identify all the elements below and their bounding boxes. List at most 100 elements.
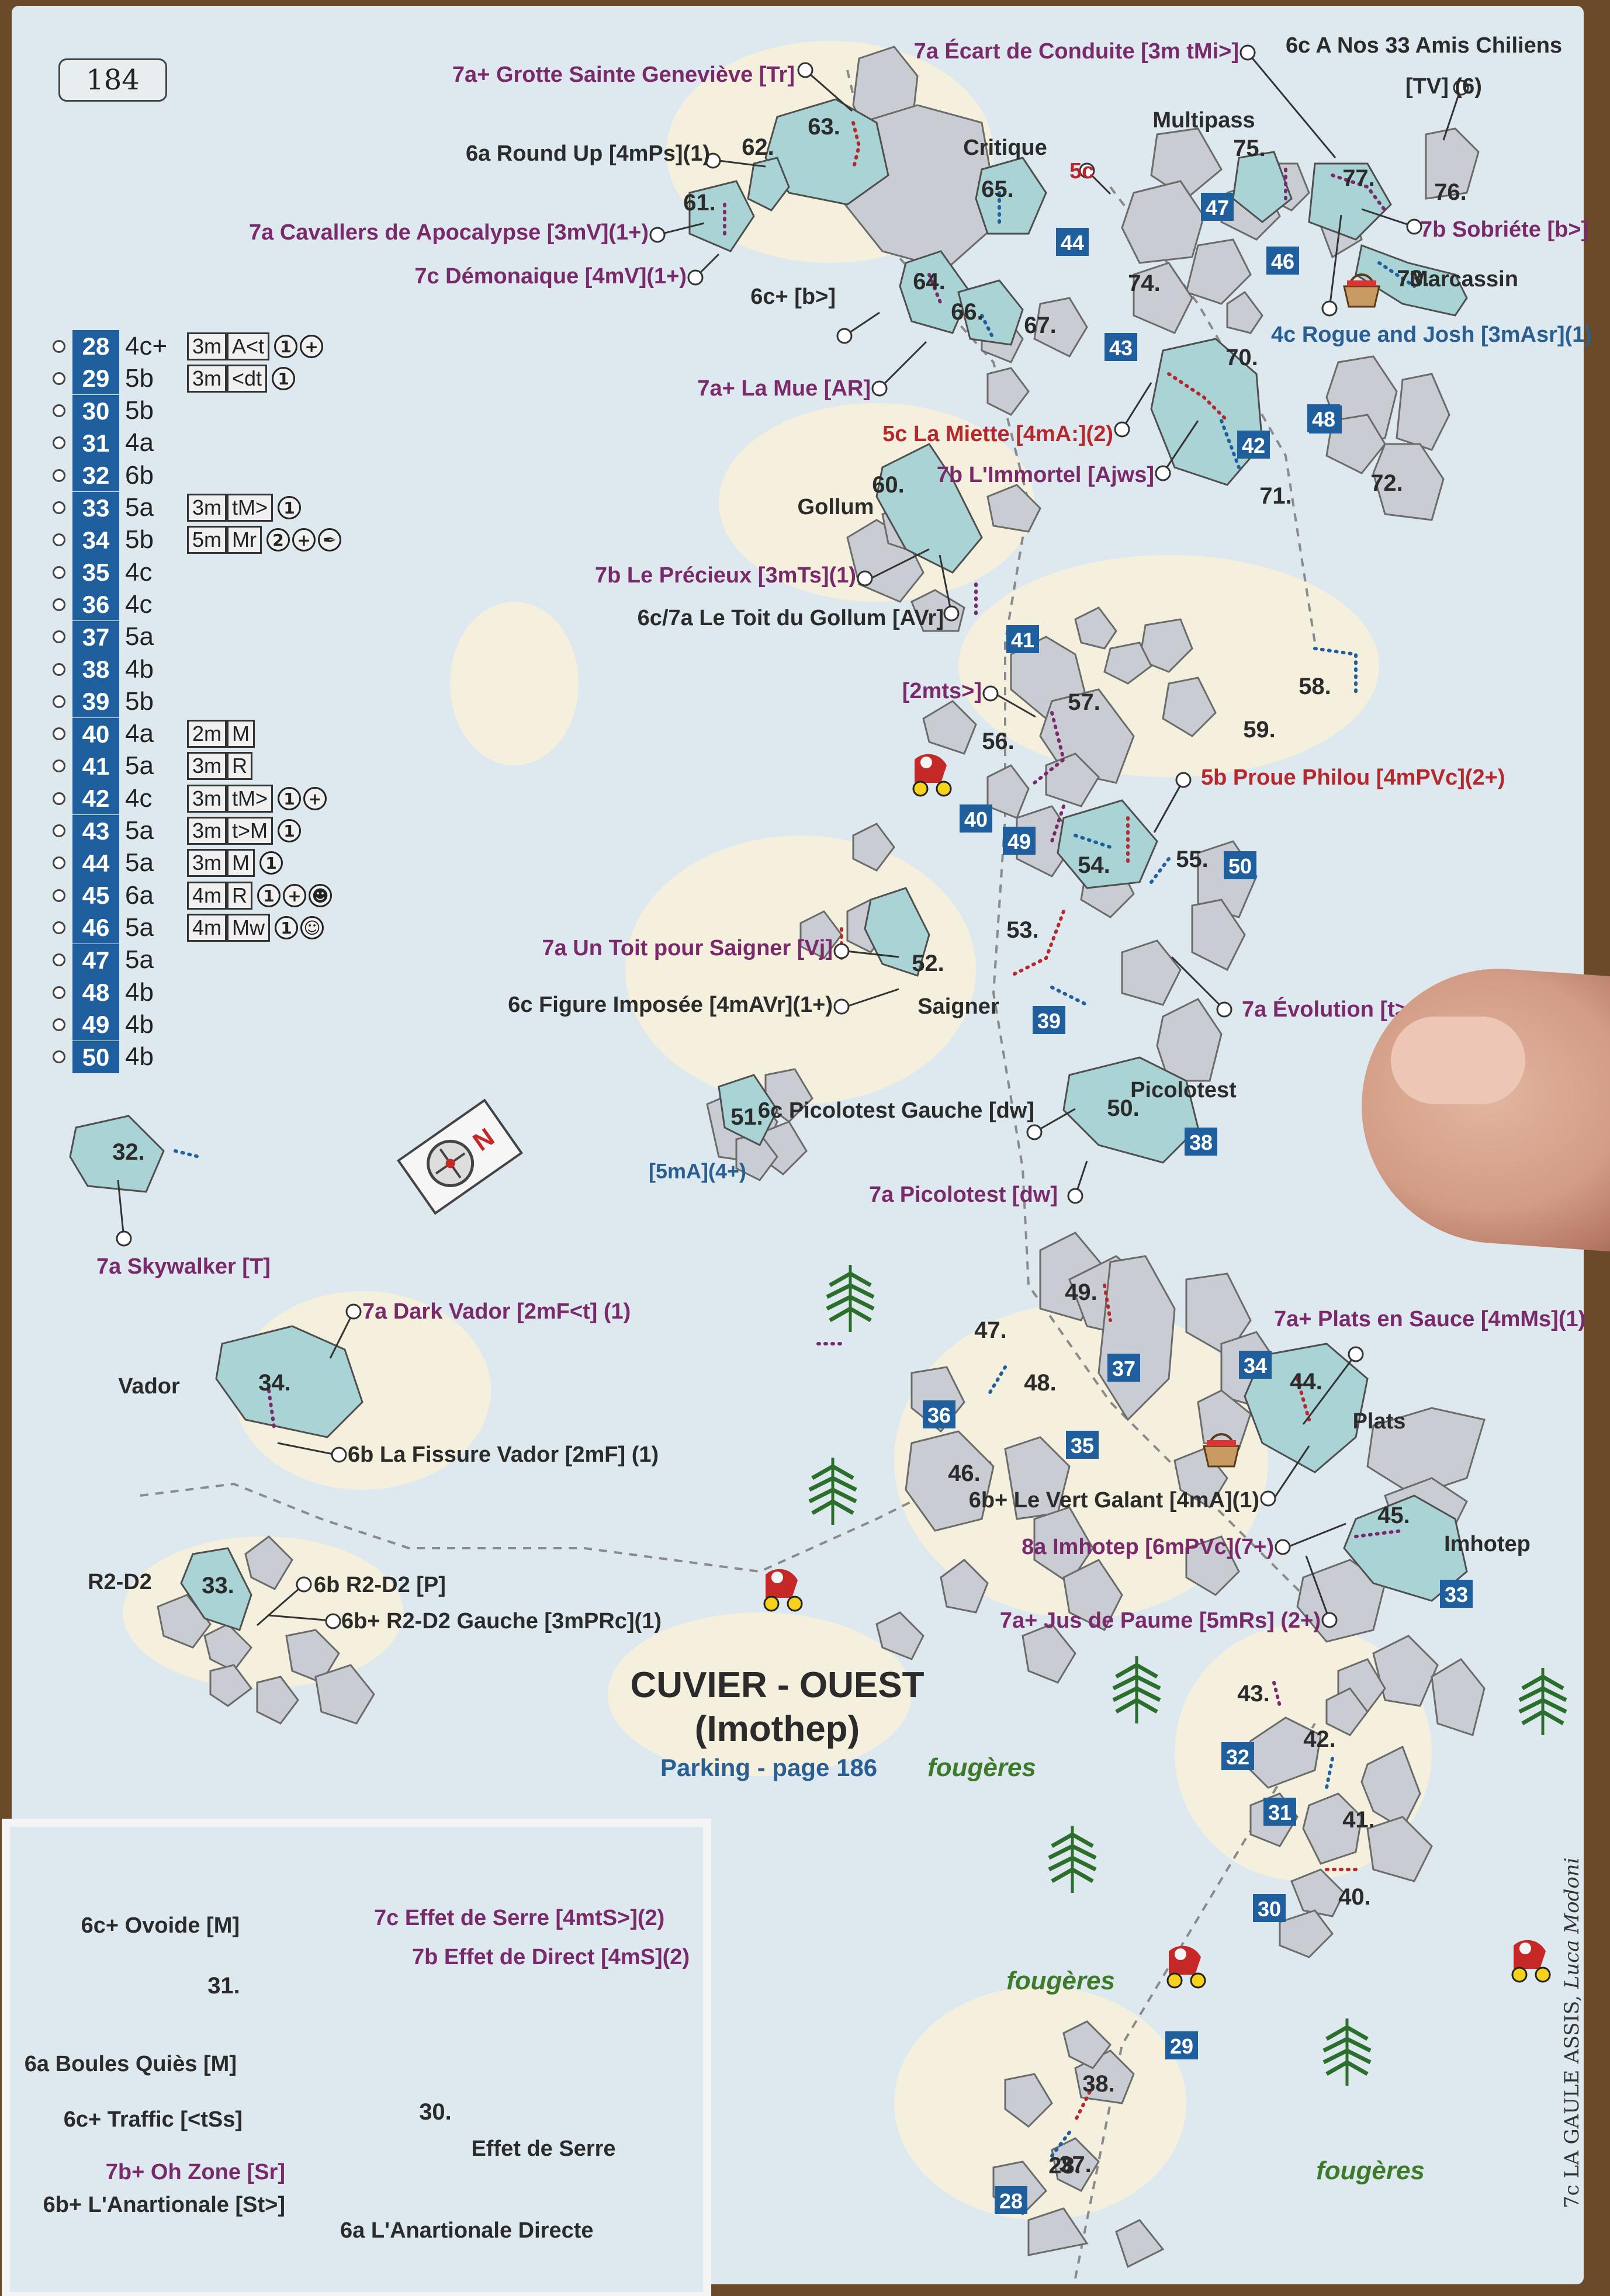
legend-rating-icon: + — [303, 786, 327, 810]
legend-problem-number: 29 — [72, 362, 119, 395]
checkbox-circle-icon[interactable] — [53, 1018, 65, 1031]
checkbox-circle-icon[interactable] — [53, 953, 65, 967]
route-label: 7c Effet de Serre [4mtS>](2) — [374, 1906, 664, 1930]
boulder-number: 73. — [1397, 266, 1429, 292]
checkbox-circle-icon[interactable] — [53, 339, 65, 353]
boulder-number: 76. — [1434, 179, 1467, 205]
legend-grade: 4b — [125, 1010, 154, 1039]
route-label: 5c La Miette [4mA:](2) — [882, 422, 1113, 446]
boulder-number: 75. — [1233, 136, 1266, 161]
route-label: 7b L'Immortel [Ajws] — [937, 463, 1154, 487]
area-name: Effet de Serre — [471, 2137, 615, 2161]
inset-box — [2, 1819, 711, 2296]
picnic-basket-icon — [1343, 273, 1380, 308]
route-label: 6a Boules Quiès [M] — [25, 2052, 237, 2076]
checkbox-circle-icon[interactable] — [53, 921, 65, 934]
boulder-number: 48. — [1024, 1370, 1057, 1396]
checkbox-circle-icon[interactable] — [53, 630, 65, 644]
problem-marker — [923, 1400, 955, 1428]
problem-marker — [1003, 827, 1036, 855]
boulder-number: 34. — [258, 1370, 291, 1396]
boulder-number: 71. — [1259, 483, 1292, 509]
problem-marker-number: 38 — [1189, 1130, 1213, 1154]
legend-rating-icon: ✒ — [318, 528, 341, 552]
thumbnail-nail — [1391, 1017, 1525, 1104]
problem-marker — [1201, 193, 1234, 221]
checkbox-circle-icon[interactable] — [53, 824, 65, 837]
legend-row: 35 4c — [53, 556, 183, 589]
checkbox-circle-icon[interactable] — [53, 372, 65, 385]
checkbox-circle-icon[interactable] — [53, 889, 65, 902]
legend-row: 39 5b — [53, 685, 183, 718]
checkbox-circle-icon[interactable] — [53, 792, 65, 805]
checkbox-circle-icon[interactable] — [53, 856, 65, 870]
checkbox-circle-icon[interactable] — [53, 598, 65, 611]
boulder-number: 59. — [1243, 717, 1276, 743]
fern-area-label: fougères — [927, 1753, 1036, 1782]
legend-rating-icon: + — [300, 334, 324, 358]
checkbox-circle-icon[interactable] — [53, 663, 65, 676]
fern-icon — [826, 1265, 875, 1332]
boulder-number: 46. — [948, 1461, 981, 1486]
legend-problem-number: 44 — [72, 847, 119, 879]
checkbox-circle-icon[interactable] — [53, 533, 65, 547]
legend-row: 30 5b — [53, 394, 183, 427]
legend-row: 33 5a 3m tM> 1 — [53, 491, 302, 524]
legend-grade: 5a — [125, 848, 154, 878]
problem-marker-number: 36 — [927, 1403, 951, 1427]
problem-marker-number: 31 — [1268, 1801, 1292, 1825]
checkbox-circle-icon[interactable] — [53, 469, 65, 482]
problem-marker-number: 34 — [1244, 1354, 1267, 1378]
route-label: 6a L'Anartionale Directe — [340, 2218, 594, 2243]
legend-grade: 5a — [125, 751, 154, 781]
route-label: 8a Imhotep [6mPVc](7+) — [1022, 1535, 1274, 1559]
legend-row: 41 5a 3m R — [53, 750, 253, 782]
problem-marker-number: 49 — [1007, 830, 1031, 854]
legend-code: <dt — [227, 364, 268, 393]
checkbox-circle-icon[interactable] — [53, 436, 65, 450]
problem-marker-number: 46 — [1271, 249, 1294, 273]
boulder-number: 49. — [1065, 1279, 1097, 1305]
route-label: 6b La Fissure Vador [2mF] (1) — [348, 1442, 659, 1467]
boulder-number: 57. — [1068, 689, 1100, 715]
checkbox-circle-icon[interactable] — [53, 566, 65, 579]
route-label: 6b+ R2-D2 Gauche [3mPRc](1) — [341, 1609, 662, 1633]
boulder-number: 52. — [912, 951, 944, 976]
legend-code: 3m — [187, 364, 227, 393]
legend-rating-icon: 1 — [278, 496, 302, 519]
legend-rating-icon: 1 — [259, 851, 283, 875]
checkbox-circle-icon[interactable] — [53, 1050, 65, 1064]
map-subtitle: (Imothep) — [695, 1709, 860, 1749]
checkbox-circle-icon[interactable] — [53, 501, 65, 514]
route-label: [2mts>] — [902, 679, 982, 703]
route-label: 7a Écart de Conduite [3m tMi>] — [914, 38, 1239, 64]
parking-page[interactable]: page 186 — [772, 1754, 877, 1781]
parking-note: Parking - page 186 — [660, 1754, 877, 1781]
boulder-number: 28. — [1048, 2153, 1081, 2179]
legend-problem-number: 45 — [72, 879, 119, 912]
route-label: 4c Rogue and Josh [3mAsr](1) — [1271, 322, 1592, 347]
legend-row: 46 5a 4m Mw 1 ☺ — [53, 911, 324, 944]
checkbox-circle-icon[interactable] — [53, 695, 65, 708]
checkbox-circle-icon[interactable] — [53, 759, 65, 773]
legend-row: 45 6a 4m R 1 + ☻ — [53, 879, 333, 912]
checkbox-circle-icon[interactable] — [53, 404, 65, 418]
area-name: Saigner — [917, 994, 999, 1019]
problem-marker — [1006, 625, 1039, 653]
checkbox-circle-icon[interactable] — [53, 986, 65, 999]
legend-problem-number: 48 — [72, 976, 119, 1008]
boulder-number: 77. — [1342, 165, 1375, 191]
legend-rating-icon: 1 — [278, 819, 302, 842]
legend-code: 4m — [187, 881, 227, 910]
legend-code: M — [227, 849, 255, 878]
boulder-number: 64. — [913, 269, 946, 294]
legend-row: 29 5b 3m <dt 1 — [53, 362, 296, 395]
checkbox-circle-icon[interactable] — [53, 727, 65, 741]
legend-row: 48 4b — [53, 976, 183, 1008]
legend-grade: 4b — [125, 977, 154, 1007]
legend-grade: 5a — [125, 816, 154, 845]
legend-row: 31 4a — [53, 426, 183, 459]
route-label: [5mA](4+) — [649, 1159, 746, 1183]
legend-code: 5m — [187, 526, 227, 554]
legend-row: 32 6b — [53, 459, 183, 492]
